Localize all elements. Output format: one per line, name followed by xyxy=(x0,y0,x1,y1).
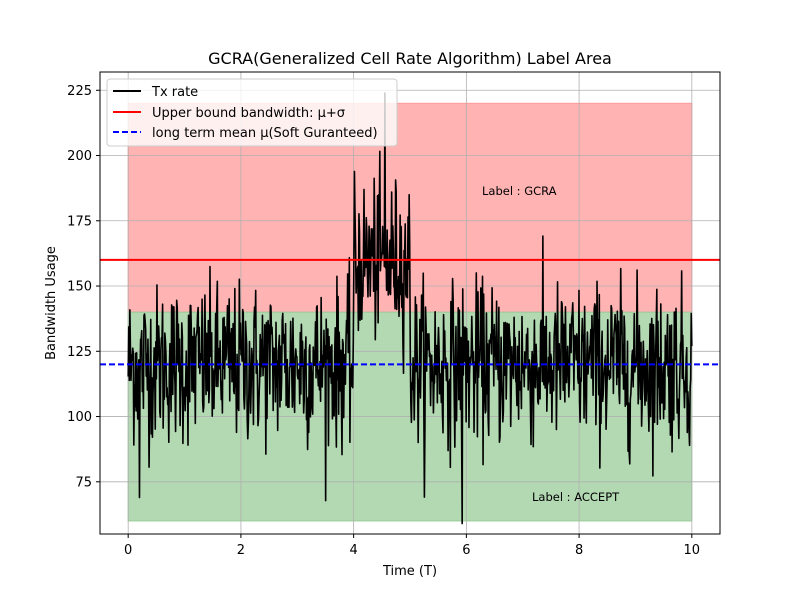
x-tick-label-4: 8 xyxy=(575,543,583,558)
axes-frame xyxy=(99,71,721,535)
x-tick-label-0: 0 xyxy=(124,543,132,558)
x-tick-label-2: 4 xyxy=(349,543,357,558)
legend-box xyxy=(106,78,398,147)
x-tick-label-5: 10 xyxy=(684,543,701,558)
chart-title: GCRA(Generalized Cell Rate Algorithm) La… xyxy=(208,49,612,68)
y-tick-label-6: 225 xyxy=(67,84,92,99)
y-tick-label-4: 175 xyxy=(67,214,92,229)
series-tx-rate-line xyxy=(127,92,693,525)
annotation-gcra: Label : GCRA xyxy=(482,184,557,198)
x-axis-ticks: 0 2 4 6 8 10 xyxy=(124,534,700,558)
legend-label-upper-bound: Upper bound bandwidth: μ+σ xyxy=(152,106,345,121)
x-axis-label: Time (T) xyxy=(382,564,437,579)
legend: Tx rate Upper bound bandwidth: μ+σ long … xyxy=(106,78,398,147)
y-tick-label-5: 200 xyxy=(67,149,92,164)
legend-label-tx-rate: Tx rate xyxy=(151,85,198,100)
x-tick-label-3: 6 xyxy=(462,543,470,558)
legend-label-long-term-mean: long term mean μ(Soft Guranteed) xyxy=(152,126,378,141)
y-tick-label-0: 75 xyxy=(75,475,92,490)
plot-area xyxy=(100,72,720,534)
y-tick-label-3: 150 xyxy=(67,280,92,295)
y-tick-label-2: 125 xyxy=(67,345,92,360)
x-tick-label-1: 2 xyxy=(237,543,245,558)
y-axis-ticks: 75 100 125 150 175 200 225 xyxy=(67,84,100,490)
y-axis-label: Bandwidth Usage xyxy=(44,246,59,360)
y-tick-label-1: 100 xyxy=(67,410,92,425)
annotation-accept: Label : ACCEPT xyxy=(532,490,620,504)
